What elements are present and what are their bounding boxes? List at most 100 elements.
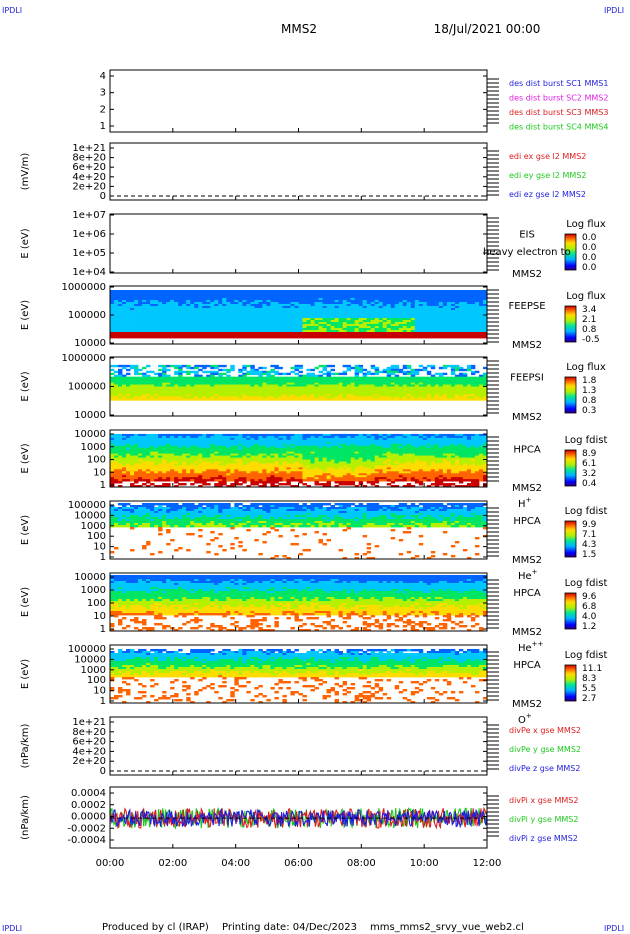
p6-spectrogram-cell (146, 449, 151, 453)
p6-spectrogram-cell (250, 439, 255, 443)
p5-spectrogram-cell (270, 390, 275, 393)
p4-spectrogram-cell (210, 310, 215, 313)
p5-spectrogram-cell (394, 366, 400, 370)
p4-spectrogram-cell (254, 304, 259, 307)
p4-spectrogram-cell (154, 318, 159, 321)
p4-spectrogram-cell (142, 302, 147, 305)
p4-spectrogram-cell (450, 296, 456, 299)
p4-spectrogram-cell (198, 302, 203, 305)
p5-spectrogram-cell (130, 392, 135, 395)
p4-spectrogram-cell (322, 304, 327, 307)
p5-spectrogram-cell (250, 398, 255, 401)
p6-spectrogram-cell (162, 439, 167, 443)
p4-spectrogram-cell (242, 308, 247, 311)
p4-spectrogram-cell (182, 294, 187, 297)
p5-spectrogram-cell (198, 368, 203, 372)
p6-spectrogram-cell (214, 473, 219, 476)
p5-spectrogram-cell (242, 390, 247, 393)
p5-spectrogram-cell (442, 384, 448, 387)
p4-spectrogram-cell (282, 320, 287, 323)
p4-spectrogram-cell (198, 316, 203, 319)
p4-spectrogram-cell (326, 302, 331, 305)
p5-spectrogram-cell (406, 396, 412, 399)
p4-spectrogram-cell (322, 294, 327, 297)
p6-spectrogram-cell (118, 469, 123, 472)
p4-spectrogram-cell (226, 308, 231, 311)
p5-spectrogram-cell (438, 392, 444, 395)
p6-spectrogram-cell (138, 465, 143, 468)
p4-spectrogram-cell (230, 330, 235, 333)
p6-spectrogram-cell (250, 459, 255, 462)
p4-spectrogram-cell (470, 314, 476, 317)
p4-spectrogram-cell (214, 308, 219, 311)
p6-spectrogram-cell (214, 461, 219, 464)
p6-spectrogram-cell (122, 477, 127, 480)
p6-spectrogram-cell (142, 433, 147, 437)
p4-spectrogram-cell (162, 302, 167, 305)
p6-spectrogram-cell (242, 471, 247, 474)
p4-spectrogram-cell (446, 316, 452, 319)
p4-spectrogram-cell (258, 332, 263, 335)
p4-spectrogram-cell (162, 312, 167, 315)
p4-spectrogram-cell (394, 304, 400, 307)
p6-spectrogram-cell (154, 457, 159, 460)
p6-spectrogram-cell (158, 469, 163, 472)
p5-spectrogram-cell (162, 392, 167, 395)
p4-spectrogram-cell (330, 318, 335, 321)
p5-spectrogram-cell (218, 364, 223, 368)
p6-spectrogram-cell (262, 479, 267, 482)
p4-spectrogram-cell (354, 294, 360, 297)
p5-spectrogram-cell (362, 382, 368, 385)
p5-spectrogram-cell (290, 396, 295, 399)
p5-spectrogram-cell (258, 386, 263, 389)
p4-spectrogram-cell (182, 314, 187, 317)
p5-spectrogram-cell (306, 376, 311, 380)
p4-spectrogram-cell (274, 320, 279, 323)
p5-spectrogram-cell (246, 380, 251, 383)
p6-spectrogram-cell (130, 447, 135, 451)
p5-spectrogram-cell (326, 392, 331, 395)
p4-spectrogram-cell (382, 336, 388, 339)
p5-spectrogram-cell (402, 376, 408, 380)
p4-spectrogram-cell (170, 310, 175, 313)
p5-spectrogram-cell (362, 384, 368, 387)
p4-spectrogram-cell (146, 328, 151, 331)
p6-spectrogram-cell (162, 433, 167, 437)
p4-spectrogram-cell (154, 292, 159, 295)
p5-spectrogram-cell (298, 382, 303, 385)
p5-spectrogram-cell (226, 392, 231, 395)
p6-spectrogram-cell (218, 465, 223, 468)
p4-spectrogram-cell (334, 312, 340, 315)
p4-spectrogram-cell (126, 290, 131, 293)
p5-spectrogram-cell (478, 382, 484, 385)
p4-spectrogram-cell (286, 318, 291, 321)
p4-spectrogram-cell (242, 328, 247, 331)
p5-spectrogram-cell (226, 394, 231, 397)
p5-spectrogram-cell (186, 366, 191, 370)
p5-spectrogram-cell (294, 394, 299, 397)
p4-spectrogram-cell (434, 324, 440, 327)
p4-spectrogram-cell (442, 330, 448, 333)
p6-spectrogram-cell (274, 449, 279, 453)
p5-spectrogram-cell (322, 394, 327, 397)
p4-spectrogram-cell (366, 328, 372, 331)
p5-spectrogram-cell (278, 382, 283, 385)
p6-spectrogram-cell (214, 441, 219, 445)
p4-spectrogram-cell (474, 336, 480, 339)
p4-spectrogram-cell (166, 326, 171, 329)
p5-spectrogram-cell (446, 398, 452, 401)
p5-spectrogram-cell (214, 388, 219, 391)
p6-spectrogram-cell (126, 453, 131, 456)
p4-spectrogram-cell (182, 312, 187, 315)
p4-spectrogram-cell (214, 330, 219, 333)
p5-spectrogram-cell (310, 374, 315, 378)
p4-spectrogram-cell (418, 316, 424, 319)
p4-spectrogram-cell (414, 294, 420, 297)
p5-spectrogram-cell (166, 386, 171, 389)
p4-spectrogram-cell (406, 300, 412, 303)
p5-spectrogram-cell (402, 366, 408, 370)
p5-spectrogram-cell (386, 392, 392, 395)
p6-spectrogram-cell (198, 457, 203, 460)
p4-spectrogram-cell (430, 326, 436, 329)
p4-spectrogram-cell (430, 322, 436, 325)
